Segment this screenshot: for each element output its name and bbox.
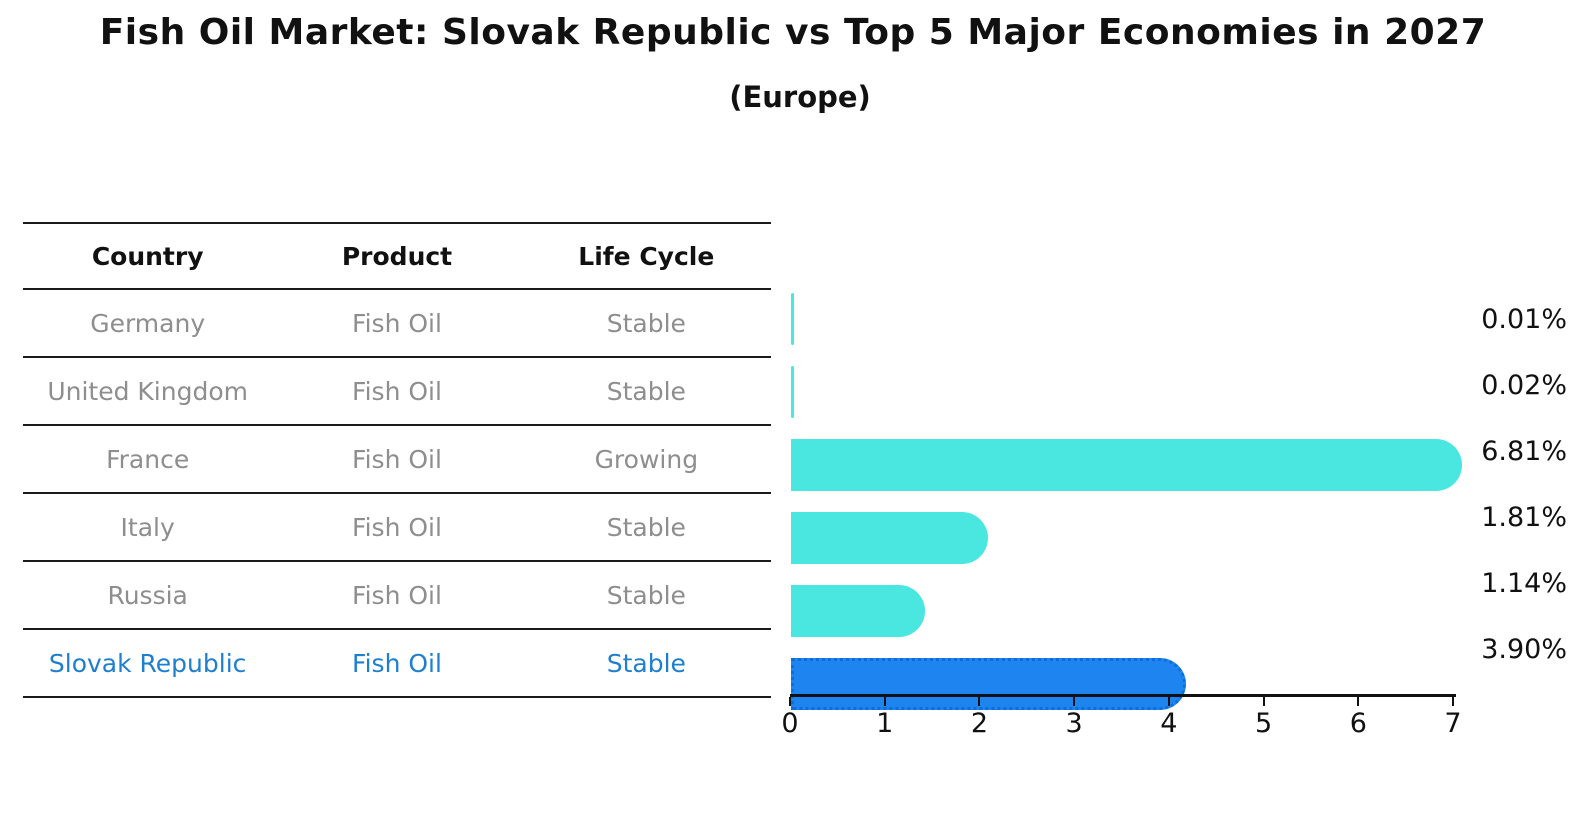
bar-row <box>791 658 1491 724</box>
x-axis: 0 1 2 3 4 5 6 7 <box>781 694 1462 739</box>
header-country: Country <box>91 241 204 271</box>
value-label-france: 6.81% <box>1481 435 1567 467</box>
cell-life-cycle: Stable <box>606 648 686 678</box>
cell-product: Fish Oil <box>352 648 442 678</box>
cell-country: France <box>106 444 190 474</box>
table-header-row: Country Product Life Cycle <box>23 222 771 290</box>
x-axis-tick: 1 <box>876 697 893 739</box>
bar-russia <box>791 585 925 637</box>
value-label-russia: 1.14% <box>1481 567 1567 599</box>
x-axis-tick-label: 3 <box>1065 708 1083 739</box>
cell-life-cycle: Stable <box>606 376 686 406</box>
cell-product: Fish Oil <box>352 512 442 542</box>
bar-row <box>791 512 1491 578</box>
x-axis-tick-label: 0 <box>781 708 799 739</box>
value-label-united-kingdom: 0.02% <box>1481 369 1567 401</box>
table-row-slovak-republic: Slovak Republic Fish Oil Stable <box>23 630 771 698</box>
cell-country: United Kingdom <box>47 376 248 406</box>
table-row-russia: Russia Fish Oil Stable <box>23 562 771 630</box>
cell-product: Fish Oil <box>352 580 442 610</box>
table-row-germany: Germany Fish Oil Stable <box>23 290 771 358</box>
x-axis-tick-label: 1 <box>876 708 894 739</box>
x-axis-tick-label: 5 <box>1254 708 1273 739</box>
x-axis-tick: 4 <box>1160 697 1177 739</box>
header-life-cycle: Life Cycle <box>578 241 715 271</box>
bar-row <box>791 439 1491 505</box>
bar-france <box>791 439 1462 491</box>
cell-product: Fish Oil <box>352 444 442 474</box>
cell-life-cycle: Stable <box>606 512 686 542</box>
cell-life-cycle: Stable <box>606 308 686 338</box>
x-axis-tick-label: 2 <box>970 708 989 739</box>
bar-row <box>791 293 1491 359</box>
data-table: Country Product Life Cycle Germany Fish … <box>23 222 771 698</box>
bar-slovak-republic <box>791 658 1187 710</box>
cell-country: Italy <box>120 512 175 542</box>
cell-product: Fish Oil <box>352 308 442 338</box>
cell-country: Russia <box>107 580 188 610</box>
bar-italy <box>791 512 989 564</box>
x-axis-tick: 0 <box>781 697 799 739</box>
value-label-germany: 0.01% <box>1481 303 1567 335</box>
x-axis-tick-label: 4 <box>1160 708 1178 739</box>
x-axis-tick: 5 <box>1255 697 1272 739</box>
value-labels: 0.01% 0.02% 6.81% 1.81% 1.14% 3.90% <box>1465 286 1567 682</box>
cell-life-cycle: Stable <box>606 580 686 610</box>
x-axis-tick-label: 7 <box>1444 708 1462 739</box>
x-axis-tick: 3 <box>1066 697 1083 739</box>
table-row-united-kingdom: United Kingdom Fish Oil Stable <box>23 358 771 426</box>
x-axis-tick-label: 6 <box>1349 708 1367 739</box>
bar-row <box>791 366 1491 432</box>
bar-united-kingdom <box>791 366 794 418</box>
x-axis-tick: 7 <box>1444 697 1462 739</box>
table-row-france: France Fish Oil Growing <box>23 426 771 494</box>
cell-product: Fish Oil <box>352 376 442 406</box>
bar-germany <box>791 293 794 345</box>
cell-country: Slovak Republic <box>48 648 247 678</box>
page-subtitle: (Europe) <box>729 80 871 114</box>
table-row-italy: Italy Fish Oil Stable <box>23 494 771 562</box>
bar-row <box>791 585 1491 651</box>
header-product: Product <box>341 241 453 271</box>
value-label-slovak-republic: 3.90% <box>1481 633 1567 665</box>
x-axis-tick: 2 <box>971 697 988 739</box>
page-title: Fish Oil Market: Slovak Republic vs Top … <box>99 12 1487 53</box>
x-axis-tick: 6 <box>1350 697 1367 739</box>
cell-life-cycle: Growing <box>594 444 699 474</box>
cell-country: Germany <box>90 308 206 338</box>
value-label-italy: 1.81% <box>1481 501 1567 533</box>
bar-chart <box>791 286 1491 724</box>
